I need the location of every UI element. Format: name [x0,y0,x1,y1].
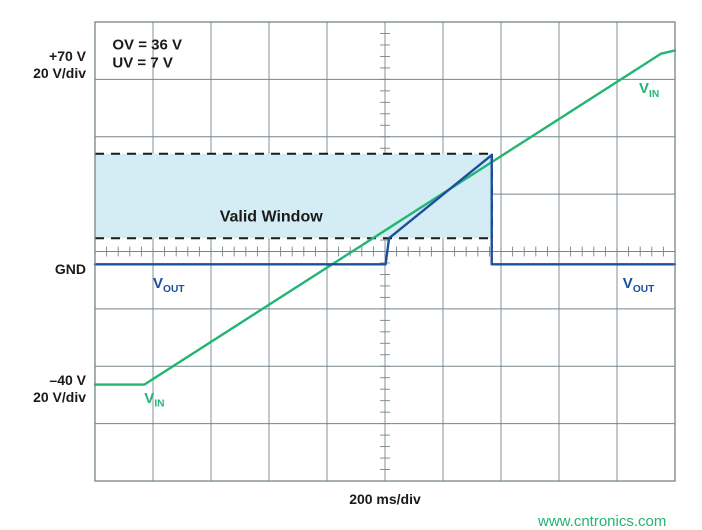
oscilloscope-chart: OV = 36 VUV = 7 VValid WindowVINVINVOUTV… [0,0,702,530]
info-line-0: OV = 36 V [112,37,182,54]
valid-window-label: Valid Window [220,209,324,226]
info-line-1: UV = 7 V [112,55,172,72]
